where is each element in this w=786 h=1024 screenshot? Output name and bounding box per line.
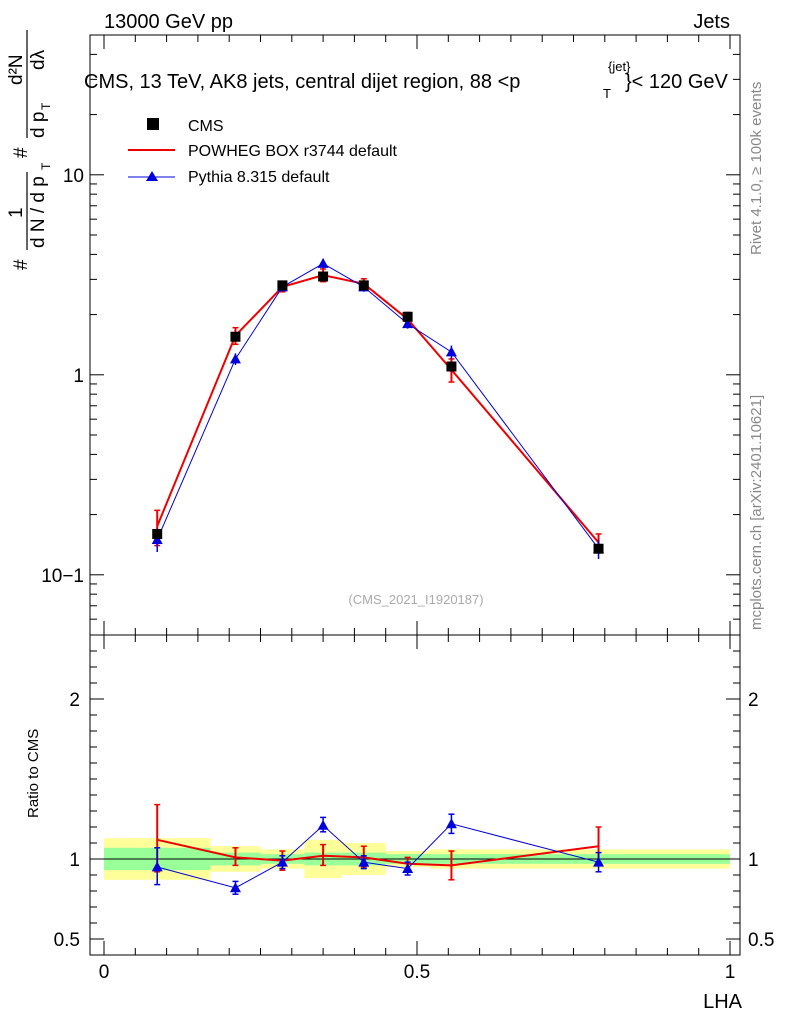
legend-pythia-label: Pythia 8.315 default — [188, 169, 330, 186]
powheg-main-line — [156, 274, 600, 544]
main-y-tick-label: 1 — [73, 366, 84, 387]
legend-cms-label: CMS — [188, 118, 224, 135]
title-sub: T — [603, 86, 611, 101]
x-axis-label: LHA — [703, 991, 743, 1013]
pythia-main-marker — [229, 353, 241, 364]
legend-pythia-marker — [146, 171, 158, 181]
main-y-tick-label: 10 — [63, 166, 84, 187]
mcplots-label: mcplots.cern.ch [arXiv:2401.10621] — [748, 395, 765, 630]
axis-ticks: 10−1 1 10 0.5 0.5 1 1 2 2 0 0.5 1 — [41, 34, 774, 983]
legend: CMS POWHEG BOX r3744 default Pythia 8.31… — [128, 118, 398, 186]
pythia-ratio-marker — [276, 856, 288, 867]
rivet-label: Rivet 4.1.0, ≥ 100k events — [748, 82, 765, 255]
ratio-y-tick-label-left: 2 — [69, 690, 80, 711]
title-tail: }< 120 GeV — [625, 71, 729, 93]
main-y-tick-label: 10−1 — [41, 566, 84, 587]
powheg-ratio-line — [156, 838, 599, 867]
ratio-y-axis-label: Ratio to CMS — [25, 729, 42, 818]
cms-data-point — [277, 280, 288, 291]
cms-data-point — [152, 528, 163, 539]
cms-data-point — [446, 361, 457, 372]
pythia-ratio-marker — [593, 856, 605, 867]
x-tick-label: 0 — [99, 962, 110, 983]
cms-data-point — [358, 280, 369, 291]
ylabel-dlambda: dλ — [28, 49, 49, 70]
pythia-ratio-marker — [402, 863, 414, 873]
ylabel-hash2: # — [11, 147, 32, 158]
analysis-watermark: (CMS_2021_I1920187) — [348, 592, 483, 607]
pythia-ratio-marker — [445, 818, 457, 829]
ratio-y-tick-label-right: 1 — [748, 850, 759, 871]
ylabel-hash1: # — [11, 259, 32, 270]
ylabel-dN: d N / d p — [28, 176, 49, 248]
ratio-y-tick-label-right: 0.5 — [748, 930, 774, 951]
cms-data-point — [318, 271, 329, 282]
pythia-main-marker — [402, 318, 414, 329]
pythia-ratio-line — [157, 823, 599, 889]
cms-data-point — [402, 311, 413, 322]
ratio-y-tick-label-right: 2 — [748, 690, 759, 711]
header-right: Jets — [693, 11, 730, 33]
ylabel-one: 1 — [6, 207, 27, 218]
ylabel-dpT: d p — [28, 112, 49, 138]
x-tick-label: 1 — [725, 962, 736, 983]
x-tick-label: 0.5 — [404, 962, 430, 983]
cms-data-point — [593, 543, 604, 554]
pythia-ratio-marker — [151, 861, 163, 872]
legend-powheg-label: POWHEG BOX r3744 default — [188, 143, 398, 160]
uncertainty-band — [90, 838, 740, 880]
legend-cms-marker — [147, 118, 159, 130]
ratio-y-tick-label-left: 0.5 — [54, 930, 80, 951]
pythia-main-marker — [445, 346, 457, 357]
main-y-axis-label: # 1 d N / d p T # d²N d p T dλ — [6, 30, 53, 270]
pythia-ratio-marker — [358, 856, 370, 867]
plot-title: CMS, 13 TeV, AK8 jets, central dijet reg… — [84, 71, 520, 93]
title-main: CMS, 13 TeV, AK8 jets, central dijet reg… — [84, 71, 520, 93]
ylabel-d2N: d²N — [6, 54, 27, 85]
header-left: 13000 GeV pp — [104, 11, 233, 33]
pythia-main-line — [156, 262, 599, 550]
pythia-main-marker — [151, 534, 163, 544]
ratio-panel-frame — [89, 634, 741, 956]
ylabel-T1: T — [39, 162, 53, 170]
cms-data-point — [230, 331, 241, 342]
pythia-main-marker — [317, 258, 329, 268]
ylabel-T2: T — [39, 102, 53, 110]
title-sup: {jet} — [608, 59, 631, 74]
pythia-ratio-marker — [317, 819, 329, 830]
data-series — [151, 258, 605, 895]
pythia-ratio-marker — [229, 882, 241, 893]
ratio-y-tick-label-left: 1 — [69, 850, 80, 871]
